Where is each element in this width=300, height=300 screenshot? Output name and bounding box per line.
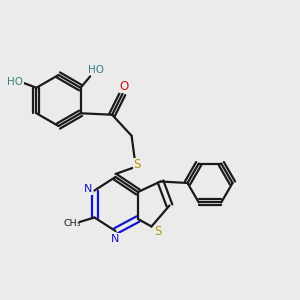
Text: HO: HO [8,77,23,87]
Text: S: S [154,225,162,239]
Text: S: S [133,158,141,171]
Text: HO: HO [88,65,103,75]
Text: N: N [84,184,92,194]
Text: N: N [111,233,120,244]
Text: O: O [119,80,129,93]
Text: CH₃: CH₃ [63,219,81,228]
